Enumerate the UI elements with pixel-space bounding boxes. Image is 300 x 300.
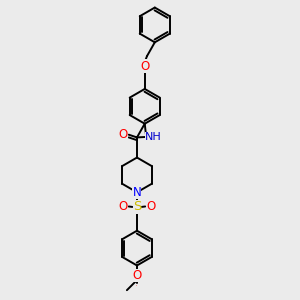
Text: O: O bbox=[146, 200, 155, 213]
Text: S: S bbox=[133, 200, 141, 213]
Text: O: O bbox=[140, 60, 149, 73]
Text: O: O bbox=[118, 128, 128, 141]
Text: NH: NH bbox=[145, 132, 162, 142]
Text: O: O bbox=[118, 200, 128, 213]
Text: O: O bbox=[132, 269, 142, 282]
Text: O: O bbox=[136, 285, 137, 286]
Text: N: N bbox=[133, 186, 141, 199]
